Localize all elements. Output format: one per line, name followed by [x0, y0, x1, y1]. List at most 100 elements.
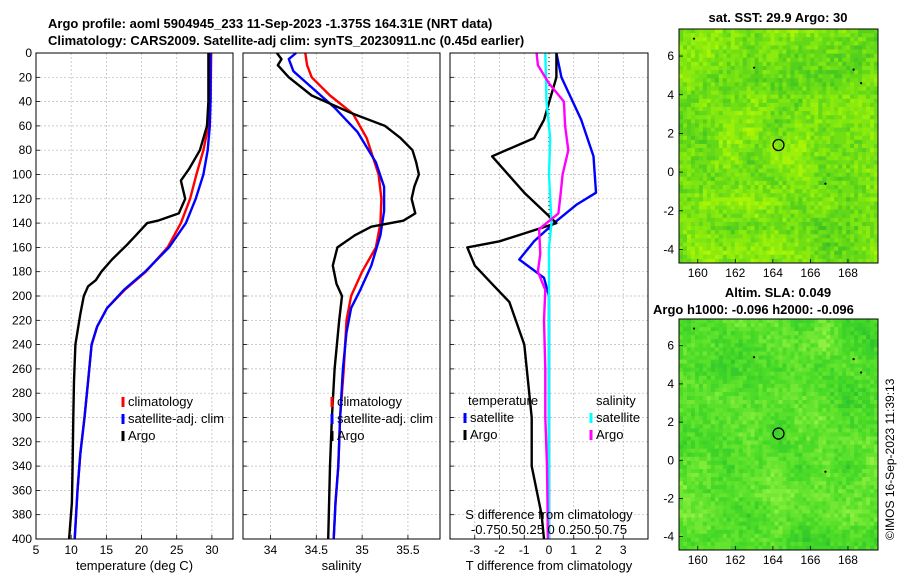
sst_map-cell	[718, 115, 724, 120]
sst_map-cell	[782, 37, 787, 42]
sst_map-cell	[822, 180, 827, 186]
sst_map-cell	[830, 49, 835, 55]
sst_map-cell	[838, 176, 843, 182]
sst_map-cell	[806, 53, 811, 59]
sst_map-cell	[782, 176, 787, 182]
sla_map-cell	[726, 408, 732, 413]
sla_map-cell	[758, 367, 763, 373]
sst_map-cell	[870, 250, 875, 256]
sla_map-cell	[690, 436, 696, 441]
sst_map-cell	[802, 185, 807, 190]
sla_map-cell	[854, 412, 859, 417]
sla_map-cell	[870, 367, 875, 373]
sla_map-cell	[810, 444, 815, 450]
sst_map-cell	[714, 250, 720, 256]
sla_map-cell	[750, 428, 756, 433]
sla_map-cell	[710, 400, 716, 405]
sst_map-cell	[850, 185, 855, 190]
sst_map-cell	[874, 238, 879, 243]
sla_map-cell	[782, 319, 787, 324]
sst_map-cell	[858, 94, 863, 100]
sst_map-cell	[810, 37, 815, 42]
sla_map-cell	[766, 347, 771, 352]
sst_map-cell	[762, 189, 767, 194]
sla_map-cell	[858, 420, 863, 425]
sla_map-cell	[766, 396, 771, 401]
sla_map-cell	[694, 391, 700, 397]
sla_map-cell	[726, 331, 732, 336]
sst_map-cell	[818, 246, 823, 252]
sst_map-cell	[758, 221, 763, 227]
sst_map-cell	[766, 172, 771, 178]
sla_map-cell	[870, 456, 875, 462]
sst_map-cell	[718, 78, 724, 83]
sla_map-cell	[818, 343, 823, 348]
sst_map-cell	[766, 115, 771, 120]
sla_map-cell	[718, 428, 724, 433]
sst_map-cell	[742, 176, 748, 182]
sst_map-cell	[798, 86, 803, 91]
sst_map-cell	[874, 74, 879, 79]
sst_map-cell	[702, 168, 708, 174]
sst_map-cell	[766, 180, 771, 186]
sst_map-cell	[830, 230, 835, 235]
sla_map-cell	[798, 323, 803, 328]
sla_map-cell	[846, 335, 851, 340]
sst_map-cell	[770, 41, 775, 46]
sla_map-cell	[710, 440, 716, 446]
sst_map-cell	[686, 143, 692, 149]
sla_map-cell	[746, 387, 752, 393]
sst_map-cell	[742, 135, 748, 141]
sst_map-cell	[750, 123, 756, 128]
sla_map-cell	[822, 408, 827, 413]
sst_map-cell	[866, 102, 871, 108]
sla_map-cell	[830, 400, 835, 405]
sla_map-cell	[846, 444, 851, 450]
sst_map-cell	[838, 131, 843, 137]
sst_map-cell	[730, 37, 736, 42]
sst_map-cell	[810, 221, 815, 227]
sla_map-cell	[738, 412, 744, 417]
sla_map-cell	[810, 391, 815, 397]
sst_map-cell	[714, 139, 720, 145]
sst_map-cell	[846, 143, 851, 149]
sla_map-cell	[874, 351, 879, 356]
sst_map-cell	[846, 53, 851, 59]
sla_map-cell	[818, 444, 823, 450]
sst_map-cell	[866, 160, 871, 165]
sst_map-cell	[834, 53, 839, 59]
sst_map-cell	[810, 254, 815, 260]
sla_map-cell	[758, 440, 763, 446]
sla_map-cell	[862, 456, 867, 462]
sla_map-cell	[746, 436, 752, 441]
sla_map-cell	[754, 375, 759, 381]
sst_map-cell	[766, 189, 771, 194]
sla_map-cell	[842, 371, 847, 377]
sst_map-cell	[730, 107, 736, 112]
sla_map-cell	[758, 335, 763, 340]
sst_map-cell	[854, 221, 859, 227]
sla_map-cell	[778, 359, 783, 364]
sla_map-cell	[802, 319, 807, 324]
sst_map-cell	[730, 238, 736, 243]
sla_map-cell	[730, 448, 736, 454]
sst_map-cell	[854, 135, 859, 141]
sla_map-cell	[798, 335, 803, 340]
sla_map-cell	[866, 375, 871, 381]
sla_map-cell	[778, 351, 783, 356]
sla_map-cell	[726, 355, 732, 360]
sst_map-cell	[738, 90, 744, 96]
sla_map-cell	[838, 440, 843, 446]
sla_map-cell	[694, 396, 700, 401]
sst_map-cell	[698, 185, 704, 190]
sla_map-cell	[710, 448, 716, 454]
sst_map-cell	[746, 172, 752, 178]
sla_map-cell	[786, 347, 791, 352]
sst_map-cell	[774, 53, 779, 59]
sla_map-cell	[866, 343, 871, 348]
sla_map-cell	[746, 408, 752, 413]
sst_map-cell	[702, 115, 708, 120]
sst_map-cell	[790, 217, 795, 223]
sst_map-cell	[822, 41, 827, 46]
temperature-xtick-label: 10	[64, 543, 78, 557]
